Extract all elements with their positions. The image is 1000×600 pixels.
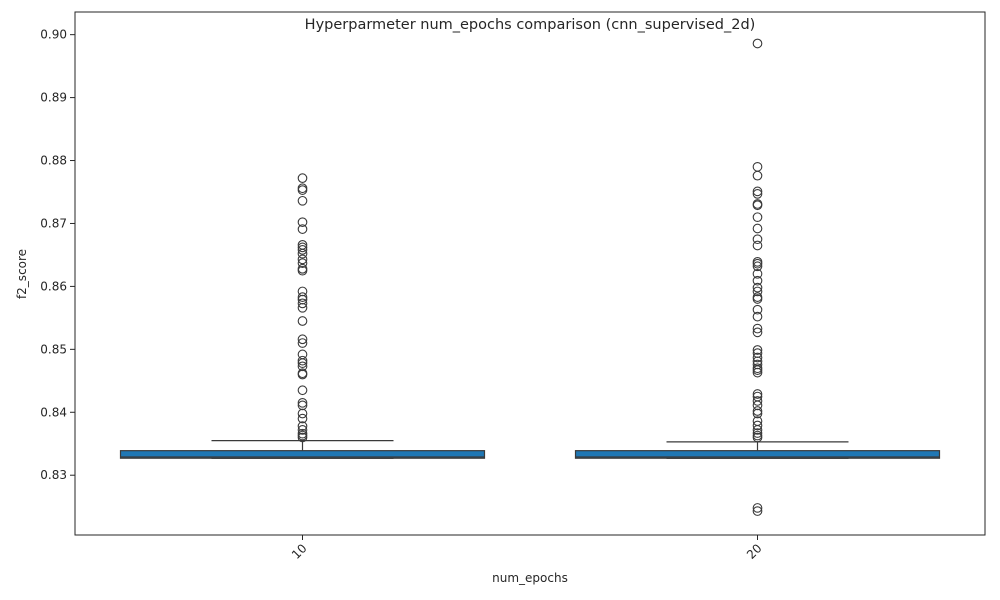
- outlier-point: [297, 242, 308, 253]
- outlier-point: [752, 396, 763, 406]
- outlier-point: [297, 349, 308, 360]
- outlier-point: [752, 348, 763, 358]
- y-tick-label: 0.84: [40, 405, 67, 419]
- outlier-point: [752, 234, 763, 245]
- outlier-point: [297, 355, 308, 366]
- outlier-point: [297, 421, 308, 431]
- outlier-point: [752, 345, 763, 355]
- outlier-point: [297, 240, 308, 250]
- outlier-point: [752, 257, 763, 267]
- box-group-20: [574, 38, 941, 516]
- outlier-point: [752, 189, 763, 199]
- outlier-point: [297, 245, 308, 255]
- outlier-point: [752, 430, 763, 441]
- outlier-point: [297, 254, 308, 265]
- outlier-point: [752, 503, 763, 513]
- outlier-point: [752, 506, 763, 516]
- outlier-point: [752, 261, 763, 272]
- outlier-point: [752, 240, 763, 251]
- outlier-point: [752, 170, 763, 181]
- x-tick-label: 20: [744, 541, 765, 562]
- outlier-point: [297, 361, 308, 372]
- outlier-point: [297, 400, 308, 411]
- box-series: [119, 38, 941, 516]
- y-tick-label: 0.85: [40, 342, 67, 356]
- outlier-point: [752, 352, 763, 363]
- outlier-point: [297, 292, 308, 302]
- outlier-point: [297, 368, 308, 379]
- outlier-point: [297, 428, 308, 439]
- outlier-point: [297, 408, 308, 419]
- outlier-point: [752, 212, 763, 223]
- plot-area: [74, 11, 986, 536]
- outlier-point: [752, 38, 763, 49]
- x-tick-label: 10: [289, 541, 310, 562]
- outlier-point: [297, 224, 308, 234]
- outlier-point: [752, 161, 763, 172]
- outlier-point: [752, 268, 763, 279]
- outlier-point: [752, 327, 763, 338]
- box-group-10: [119, 173, 486, 459]
- outlier-point: [752, 416, 763, 426]
- outlier-point: [297, 217, 308, 228]
- x-axis: 10 20: [289, 535, 765, 562]
- outlier-point: [752, 292, 763, 302]
- y-tick-label: 0.88: [40, 154, 67, 168]
- outlier-point: [297, 298, 308, 309]
- outlier-point: [297, 334, 308, 345]
- outlier-point: [752, 389, 763, 399]
- outlier-point: [752, 406, 763, 416]
- outlier-point: [297, 425, 308, 435]
- y-tick-label: 0.90: [40, 28, 67, 42]
- outlier-point: [752, 359, 763, 370]
- x-axis-label: num_epochs: [492, 571, 568, 585]
- outlier-point: [297, 195, 308, 206]
- outlier-point: [297, 263, 308, 274]
- y-axis: 0.83 0.84 0.85 0.86 0.87 0.88 0.89 0.90: [40, 28, 75, 482]
- y-axis-label: f2_score: [15, 249, 29, 299]
- outlier-point: [752, 199, 763, 209]
- outlier-point: [752, 304, 763, 315]
- y-tick-label: 0.87: [40, 216, 67, 230]
- outlier-point: [752, 428, 763, 438]
- outlier-point: [752, 391, 763, 402]
- outlier-point: [297, 397, 308, 408]
- iqr-box: [119, 450, 486, 459]
- outlier-point: [752, 282, 763, 293]
- y-tick-label: 0.83: [40, 468, 67, 482]
- iqr-box: [574, 450, 941, 459]
- outlier-point: [752, 275, 763, 286]
- outlier-point: [297, 183, 308, 194]
- outlier-point: [297, 185, 308, 195]
- outlier-point: [297, 338, 308, 348]
- outlier-point: [752, 363, 763, 374]
- outlier-point: [752, 186, 763, 197]
- outlier-point: [752, 311, 763, 322]
- chart-title: Hyperparmeter num_epochs comparison (cnn…: [305, 17, 756, 33]
- outlier-point: [297, 413, 308, 424]
- outlier-point: [752, 420, 763, 431]
- y-tick-label: 0.86: [40, 279, 67, 293]
- outlier-point: [752, 286, 763, 297]
- outlier-point: [752, 323, 763, 334]
- outlier-point: [297, 385, 308, 396]
- outlier-point: [297, 258, 308, 268]
- outlier-point: [752, 223, 763, 234]
- outlier-point: [297, 173, 308, 184]
- outlier-point: [297, 286, 308, 297]
- y-tick-label: 0.89: [40, 91, 67, 105]
- outlier-point: [297, 316, 308, 326]
